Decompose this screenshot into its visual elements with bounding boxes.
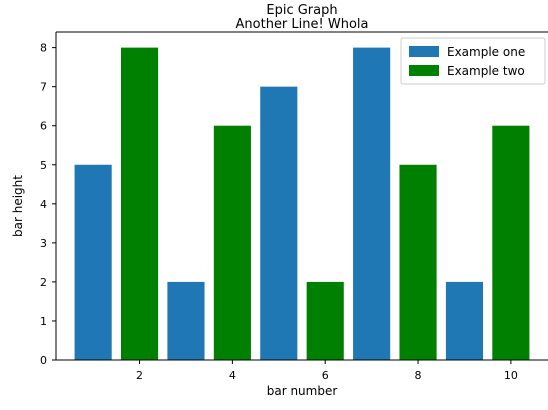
y-tick-label-2: 2 <box>40 276 47 289</box>
y-tick-label-7: 7 <box>40 81 47 94</box>
chart-subtitle: Another Line! Whola <box>236 17 369 32</box>
y-tick-label-5: 5 <box>40 159 47 172</box>
x-tick-label-10: 10 <box>504 369 518 382</box>
bar-series-2-point-1 <box>120 47 159 360</box>
bar-series-1-point-2 <box>167 281 205 360</box>
legend-label-2: Example two <box>447 64 525 78</box>
ticks-layer: 0 1 2 3 4 5 6 7 8 2 4 6 8 10 <box>40 42 518 382</box>
chart-title: Epic Graph <box>266 3 337 18</box>
legend: Example one Example two <box>400 37 546 85</box>
bar-series-2-point-2 <box>213 125 251 360</box>
bar-series-1-point-4 <box>353 47 391 360</box>
bar-series-1-point-5 <box>445 281 484 360</box>
bar-series-2-point-5 <box>492 125 530 360</box>
y-tick-label-0: 0 <box>40 354 47 367</box>
bar-series-2-point-3 <box>306 281 344 360</box>
x-tick-label-2: 2 <box>136 369 143 382</box>
bar-series-2-point-4 <box>399 164 437 360</box>
legend-label-1: Example one <box>447 45 525 59</box>
y-tick-label-4: 4 <box>40 198 47 211</box>
y-tick-label-1: 1 <box>40 315 47 328</box>
bars-layer <box>74 47 530 361</box>
x-tick-label-4: 4 <box>229 369 236 382</box>
x-tick-label-6: 6 <box>322 369 329 382</box>
legend-swatch-2 <box>409 65 439 76</box>
legend-swatch-1 <box>409 46 439 57</box>
bar-series-1-point-1 <box>74 164 112 360</box>
y-tick-label-3: 3 <box>40 237 47 250</box>
y-tick-label-8: 8 <box>40 42 47 55</box>
x-axis-label: bar number <box>267 384 338 398</box>
bar-series-1-point-3 <box>260 86 298 361</box>
x-tick-label-8: 8 <box>415 369 422 382</box>
y-axis-label: bar height <box>11 175 25 237</box>
y-tick-label-6: 6 <box>40 120 47 133</box>
